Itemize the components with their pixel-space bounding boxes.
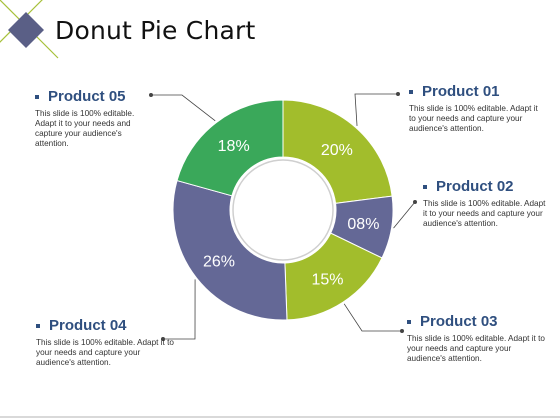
callout-description: This slide is 100% editable. Adapt it to… [423, 199, 546, 228]
leader-end-dot [399, 328, 404, 333]
callout-label: Product 03 [420, 313, 498, 330]
leader-line [354, 93, 398, 126]
leader-line [343, 303, 402, 332]
title-area: Donut Pie Chart [0, 0, 560, 70]
callout-label: Product 05 [48, 88, 126, 105]
donut-slice-product-01 [282, 99, 393, 204]
leader-line [163, 279, 196, 340]
callout-description: This slide is 100% editable. Adapt it to… [36, 338, 174, 367]
slice-value-label: 18% [218, 138, 250, 155]
bullet-icon [35, 94, 39, 99]
callout-product-01: Product 01 This slide is 100% editable. … [409, 83, 539, 134]
title-diamond-icon [0, 0, 59, 59]
donut-slice-product-04 [172, 179, 288, 321]
bullet-icon [423, 184, 427, 189]
slice-value-label: 08% [347, 216, 379, 233]
diamond-shape [8, 12, 44, 48]
bullet-icon [36, 323, 40, 328]
callout-label: Product 04 [49, 317, 127, 334]
callout-product-04: Product 04 This slide is 100% editable. … [36, 317, 176, 368]
donut-hole [232, 159, 334, 261]
page-title: Donut Pie Chart [55, 16, 256, 45]
leader-line [393, 201, 416, 229]
slice-value-label: 15% [311, 271, 343, 288]
leader-end-dot [148, 93, 153, 98]
leader-line [151, 94, 216, 122]
leader-end-dot [160, 336, 165, 341]
callout-description: This slide is 100% editable. Adapt it to… [409, 104, 538, 133]
callout-label: Product 02 [436, 178, 514, 195]
donut-slice-product-05 [176, 99, 284, 197]
callout-product-02: Product 02 This slide is 100% editable. … [423, 178, 551, 229]
leader-end-dot [395, 92, 400, 97]
footer-divider [0, 416, 560, 418]
bullet-icon [409, 89, 413, 94]
callout-label: Product 01 [422, 83, 500, 100]
slice-value-label: 26% [203, 253, 235, 270]
leader-end-dot [412, 199, 417, 204]
callout-product-05: Product 05 This slide is 100% editable. … [35, 88, 157, 149]
callout-description: This slide is 100% editable. Adapt it to… [35, 109, 135, 148]
bullet-icon [407, 319, 411, 324]
slice-value-label: 20% [321, 142, 353, 159]
callout-product-03: Product 03 This slide is 100% editable. … [407, 313, 547, 364]
callout-description: This slide is 100% editable. Adapt it to… [407, 334, 545, 363]
